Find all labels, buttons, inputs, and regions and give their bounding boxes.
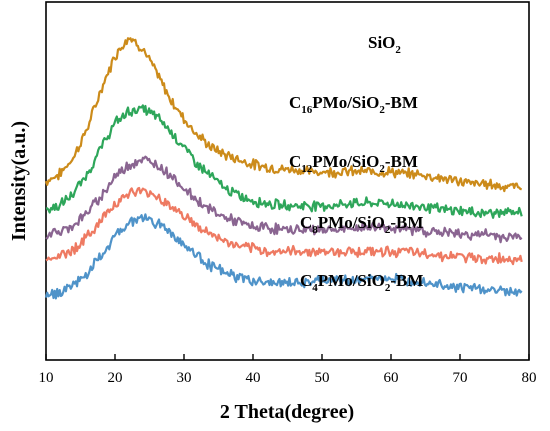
series-line-0 bbox=[44, 37, 522, 193]
x-axis-title: 2 Theta(degree) bbox=[220, 401, 354, 423]
curves-group bbox=[44, 37, 523, 300]
series-line-3 bbox=[45, 186, 523, 266]
x-tick-label: 60 bbox=[384, 370, 399, 386]
series-line-2 bbox=[45, 155, 523, 244]
series-label-3: C8PMo/SiO2-BM bbox=[300, 213, 423, 236]
series-labels: SiO2 C16PMo/SiO2-BM C12PMo/SiO2-BM C8PMo/Si… bbox=[289, 33, 423, 294]
x-tick-label: 70 bbox=[453, 370, 468, 386]
series-line-1 bbox=[45, 104, 523, 219]
series-line-4 bbox=[44, 213, 523, 300]
series-label-0: SiO2 bbox=[368, 33, 401, 56]
series-label-1: C16PMo/SiO2-BM bbox=[289, 93, 418, 116]
x-tick-label: 30 bbox=[177, 370, 192, 386]
plot-frame bbox=[45, 1, 530, 361]
x-tick-label: 80 bbox=[522, 370, 537, 386]
x-tick-label: 10 bbox=[39, 370, 54, 386]
series-label-4: C4PMo/SiO2-BM bbox=[300, 271, 423, 294]
x-axis-ticks: 10 20 30 40 50 60 70 80 bbox=[39, 354, 537, 386]
x-tick-label: 20 bbox=[108, 370, 123, 386]
series-label-2: C12PMo/SiO2-BM bbox=[289, 152, 418, 175]
y-axis-title: Intensity(a.u.) bbox=[8, 121, 30, 241]
x-tick-label: 40 bbox=[246, 370, 261, 386]
x-tick-label: 50 bbox=[315, 370, 330, 386]
